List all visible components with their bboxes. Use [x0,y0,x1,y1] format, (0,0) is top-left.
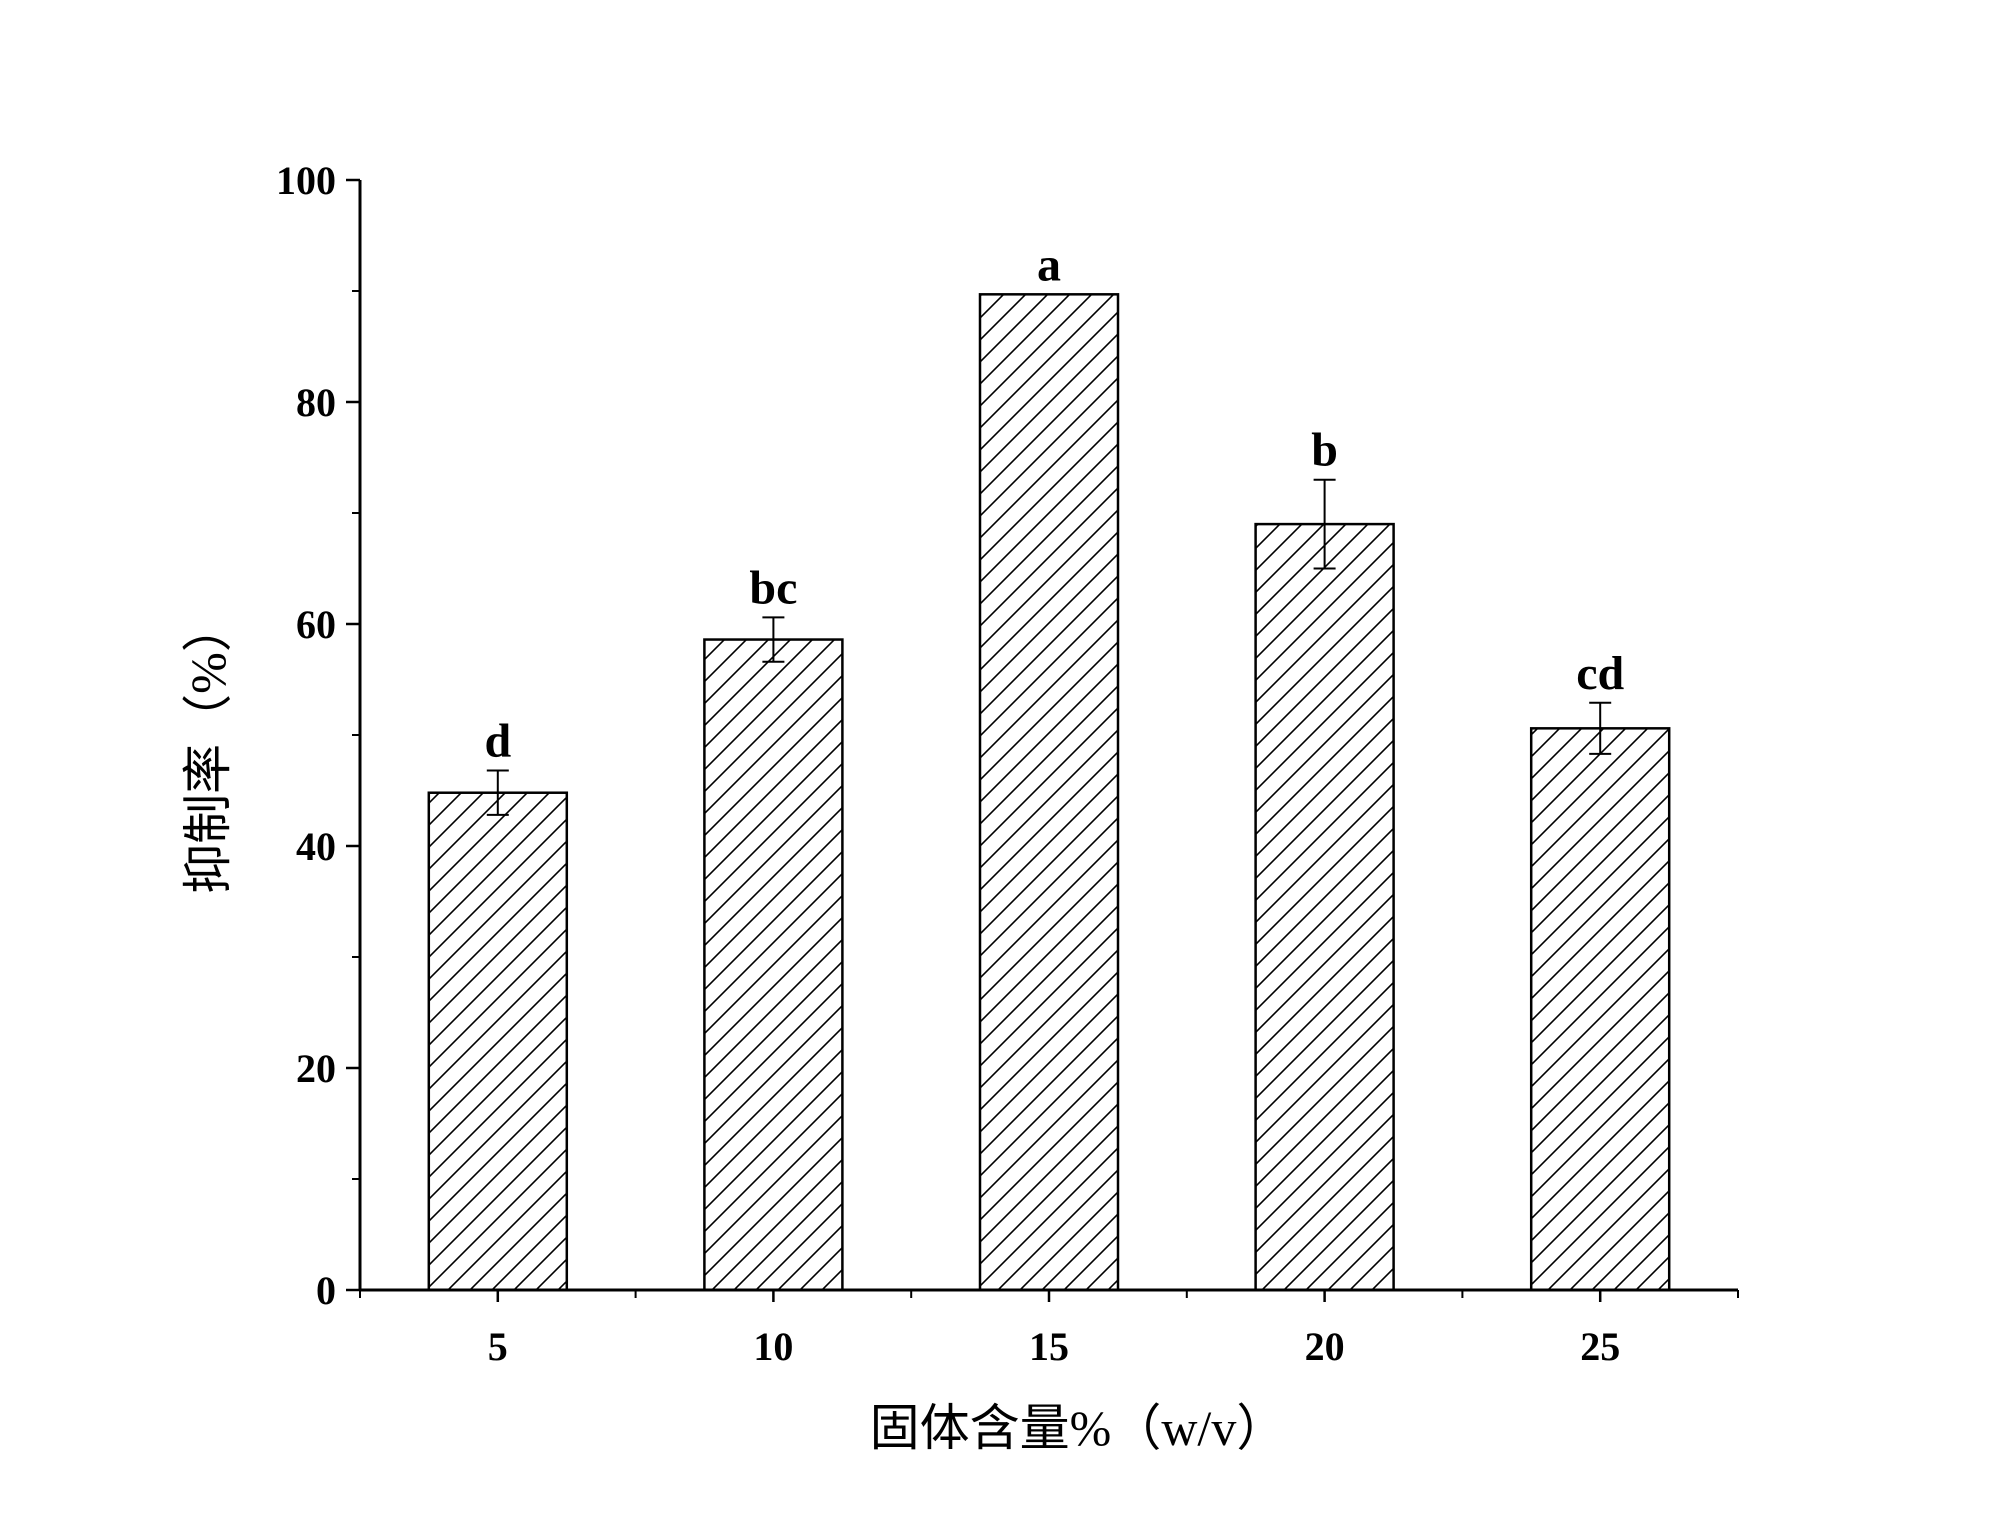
significance-label-20: b [1311,424,1338,477]
bar-10 [703,638,844,1292]
y-axis-title: 抑制率（%） [180,602,236,894]
significance-label-10: bc [749,561,797,614]
y-tick-label-20: 20 [296,1046,336,1091]
x-axis-title: 固体含量%（w/v） [870,1400,1287,1456]
y-tick-label-0: 0 [316,1268,336,1313]
bar-25 [1529,727,1671,1292]
y-tick-label-60: 60 [296,602,336,647]
labels: d 5 bc 10 a 15 b 20 cd 25 0 20 40 60 80 100 [276,158,1625,1369]
x-tick-label-5: 5 [488,1324,508,1369]
bar-15 [978,293,1120,1292]
bar-20 [1254,522,1395,1292]
x-tick-label-25: 25 [1580,1324,1620,1369]
y-tick-label-40: 40 [296,824,336,869]
significance-label-15: a [1037,238,1061,291]
x-tick-label-10: 10 [753,1324,793,1369]
bar-5 [427,791,569,1292]
significance-label-25: cd [1576,647,1624,700]
bars [427,293,1671,1292]
axes [346,178,1739,1302]
significance-label-5: d [484,715,511,768]
y-tick-label-100: 100 [276,158,336,203]
y-tick-label-80: 80 [296,380,336,425]
x-tick-label-15: 15 [1029,1324,1069,1369]
x-tick-label-20: 20 [1305,1324,1345,1369]
